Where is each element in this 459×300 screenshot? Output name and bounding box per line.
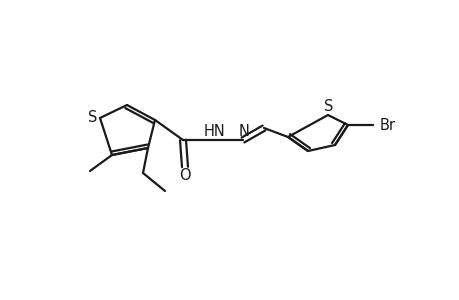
Text: S: S — [88, 110, 97, 124]
Text: Br: Br — [379, 118, 395, 133]
Text: O: O — [179, 167, 190, 182]
Text: S: S — [324, 98, 333, 113]
Text: N: N — [238, 124, 249, 139]
Text: HN: HN — [204, 124, 225, 139]
